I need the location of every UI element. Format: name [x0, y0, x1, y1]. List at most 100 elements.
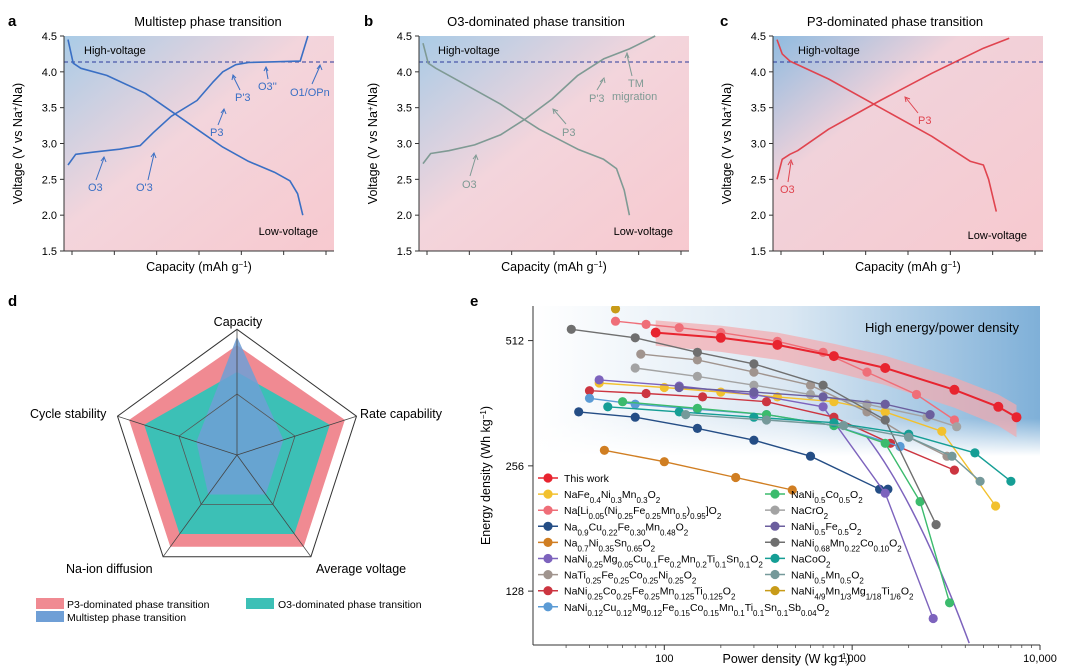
legend-marker [543, 586, 553, 596]
panel-a-discharge-curve [67, 39, 304, 216]
panel-a-y-tick-label: 4.0 [42, 67, 57, 79]
legend-label: This work [564, 473, 610, 485]
ragone-plot: 100 1,000 10,000 512 256 128 Power density (W … [479, 306, 1057, 666]
data-point [692, 347, 703, 357]
data-point [1011, 412, 1022, 423]
data-point [630, 333, 640, 343]
data-point [749, 387, 759, 397]
panel-b-background [419, 36, 689, 251]
data-point [749, 435, 759, 445]
radar-grid-ring [178, 393, 296, 505]
data-point [630, 363, 640, 373]
panel-c-y-tick-label: 1.5 [751, 246, 766, 258]
data-point [698, 392, 708, 402]
data-point [991, 501, 1001, 511]
data-point [603, 402, 613, 412]
radar-area-multistep phase transition [196, 336, 284, 495]
legend-label: NaNi0.25Co0.25Fe0.25Mn0.125Ti0.125O2 [564, 586, 736, 602]
panel-e-letter: e [470, 293, 478, 310]
radar-chart [116, 328, 358, 558]
data-point [862, 367, 872, 377]
data-point [880, 438, 890, 448]
radar-spoke [236, 415, 357, 456]
legend-swatch-o3 [246, 598, 274, 609]
panel-c-curves [776, 37, 1010, 212]
data-point [610, 316, 621, 326]
panel-a-y-tick-label: 1.5 [42, 246, 57, 258]
ragone-x-tick-label: 100 [655, 653, 673, 665]
radar-legend: P3-dominated phase transition Multistep … [36, 598, 422, 624]
data-point [610, 306, 621, 314]
data-point [880, 407, 890, 417]
radar-axis-labels: Capacity Rate capability Average voltage… [30, 315, 443, 576]
ragone-x-tick-label: 10,000 [1023, 653, 1057, 665]
data-point [829, 418, 839, 428]
panel-a-y-label: Voltage (V vs Na+/Na) [11, 83, 26, 204]
radar-label-na-ion-diffusion: Na-ion diffusion [66, 562, 153, 576]
legend-label: NaNi0.5Fe0.5O2 [791, 521, 862, 537]
data-point [928, 613, 938, 624]
data-point [584, 393, 595, 403]
data-point [772, 339, 783, 350]
panel-a-x-label: Capacity (mAh g−1) [146, 260, 252, 275]
data-point [805, 389, 816, 400]
panel-c-high-label: High-voltage [798, 45, 860, 57]
annot-b-o3: O3 [462, 179, 477, 191]
ragone-x-tick-label: 1,000 [838, 653, 866, 665]
panel-a-low-label: Low-voltage [259, 226, 318, 238]
ragone-series [566, 306, 1022, 644]
panel-b-charge-curve [422, 35, 656, 165]
data-point [839, 420, 849, 431]
data-point [828, 351, 839, 362]
legend-label: NaCrO2 [791, 505, 829, 521]
annot-o3-double-prime: O3'' [258, 81, 277, 93]
data-point [641, 319, 651, 329]
data-point [1006, 476, 1016, 486]
data-point [970, 448, 980, 458]
data-point [993, 401, 1004, 412]
panel-b-arrows [469, 51, 633, 177]
annot-o3: O3 [88, 182, 103, 194]
data-point [749, 380, 759, 390]
data-point [975, 476, 985, 486]
panel-b-discharge-curve [422, 42, 631, 216]
panel-c-arrows [787, 96, 919, 183]
panel-b-y-tick-label: 2.0 [397, 210, 412, 222]
radar-label-rate-capability: Rate capability [360, 407, 443, 421]
panel-c-y-tick-label: 2.0 [751, 210, 766, 222]
panel-b-y-tick-label: 3.0 [397, 139, 412, 151]
data-point [599, 445, 610, 455]
data-point [904, 432, 914, 442]
panel-a-high-label: High-voltage [84, 45, 146, 57]
data-point [947, 451, 957, 461]
this-work-band [655, 320, 1017, 438]
legend-marker [543, 570, 553, 580]
data-point [566, 324, 576, 334]
ragone-banner: High energy/power density [865, 320, 1019, 335]
series-line [599, 379, 934, 619]
data-point [937, 426, 947, 436]
annot-c-o3: O3 [780, 184, 795, 196]
radar-spoke [117, 415, 238, 456]
panel-c-low-label: Low-voltage [968, 230, 1027, 242]
panel-b-y-tick-label: 3.5 [397, 103, 412, 115]
data-point [761, 397, 772, 407]
data-point [880, 415, 890, 425]
series-line [604, 449, 793, 491]
panel-c-y-tick-label: 2.5 [751, 174, 766, 186]
data-point [594, 375, 604, 385]
data-point [731, 472, 741, 483]
panel-a-title: Multistep phase transition [134, 14, 281, 29]
data-point [692, 403, 703, 413]
data-point [574, 407, 584, 417]
annot-b-p3: P3 [562, 127, 575, 139]
legend-marker [770, 489, 780, 499]
legend-label: NaTi0.25Fe0.25Co0.25Ni0.25O2 [564, 570, 697, 586]
data-point [584, 386, 595, 396]
radar-spoke [162, 454, 238, 557]
legend-marker [770, 586, 780, 596]
voltage-panel-c: High-voltage Low-voltage 4.5 4.0 3.5 3.0 2.5… [720, 31, 1043, 274]
data-point [787, 485, 797, 495]
data-point [636, 349, 646, 359]
